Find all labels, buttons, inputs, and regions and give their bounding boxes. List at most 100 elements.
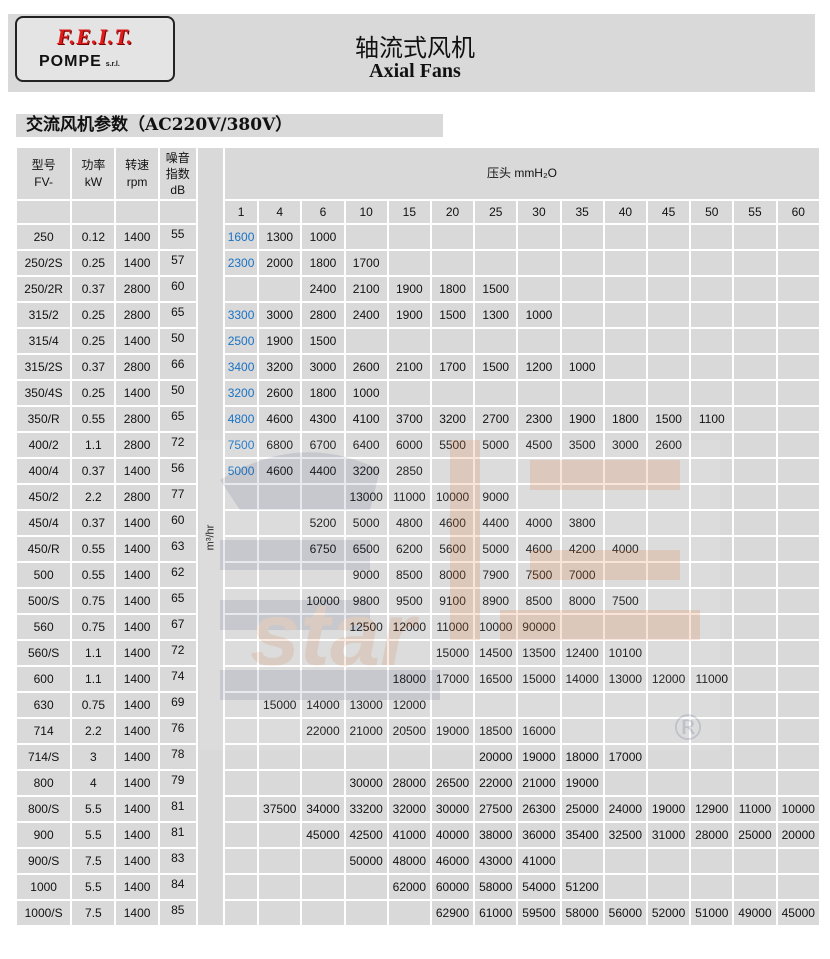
flow-cell xyxy=(300,483,346,511)
flow-cell: 4600 xyxy=(257,405,303,433)
flow-cell xyxy=(222,639,260,667)
flow-cell xyxy=(602,275,648,303)
flow-cell xyxy=(429,249,476,277)
flow-cell: 1700 xyxy=(343,249,389,277)
flow-cell: 7500 xyxy=(222,431,260,459)
flow-cell: 26500 xyxy=(429,769,476,797)
flow-cell: 2600 xyxy=(343,353,389,381)
flow-cell: 1000 xyxy=(516,301,562,329)
flow-cell xyxy=(473,249,519,277)
flow-cell: 8000 xyxy=(559,587,605,615)
table-row: 560 0.75 1400 67 12500 12000 11000 10000 90000 xyxy=(14,613,822,641)
speed-cell: 1400 xyxy=(114,821,160,849)
flow-cell: 8900 xyxy=(473,587,519,615)
flow-cell: 6000 xyxy=(386,431,432,459)
flow-cell xyxy=(257,587,303,615)
pressure-value: 60 xyxy=(775,199,822,225)
flow-cell xyxy=(257,873,303,901)
flow-cell: 22000 xyxy=(473,769,519,797)
noise-cell: 81 xyxy=(157,821,198,849)
speed-cell: 1400 xyxy=(114,899,160,927)
flow-cell: 5000 xyxy=(473,535,519,563)
flow-cell: 32000 xyxy=(386,795,432,823)
flow-cell: 21000 xyxy=(343,717,389,745)
flow-cell xyxy=(257,561,303,589)
pressure-value: 20 xyxy=(429,199,476,225)
table-row: 400/2 1.1 2800 72 7500 6800 6700 6400 6000 5500 50… xyxy=(14,431,822,459)
flow-cell: 2600 xyxy=(645,431,692,459)
flow-cell: 1200 xyxy=(516,353,562,381)
flow-cell xyxy=(257,743,303,771)
logo-text: F.E.I.T. xyxy=(56,24,134,49)
flow-cell: 37500 xyxy=(257,795,303,823)
header-pressure: 压头 mmH₂O xyxy=(222,146,822,201)
flow-cell xyxy=(645,769,692,797)
flow-cell: 3400 xyxy=(222,353,260,381)
flow-cell: 3500 xyxy=(559,431,605,459)
flow-cell: 34000 xyxy=(300,795,346,823)
power-cell: 0.25 xyxy=(70,327,117,355)
flow-cell: 12000 xyxy=(645,665,692,693)
flow-cell xyxy=(559,301,605,329)
power-cell: 1.1 xyxy=(70,639,117,667)
flow-cell xyxy=(300,639,346,667)
flow-cell: 1800 xyxy=(429,275,476,303)
table-row: 1000/S 7.5 1400 85 62900 61000 59500 58000 56000… xyxy=(14,899,822,927)
flow-cell: 58000 xyxy=(473,873,519,901)
fan-spec-table: 型号 FV- 功率 kW 转速 rpm 噪音 指数 dB m³/hr 压头 mm… xyxy=(14,146,822,927)
noise-cell: 77 xyxy=(157,483,198,511)
flow-cell xyxy=(645,223,692,251)
flow-cell: 1000 xyxy=(559,353,605,381)
flow-cell xyxy=(775,509,822,537)
flow-cell: 6200 xyxy=(386,535,432,563)
model-cell: 315/2 xyxy=(14,301,73,329)
flow-cell: 13000 xyxy=(343,691,389,719)
flow-cell: 1900 xyxy=(559,405,605,433)
flow-cell: 4400 xyxy=(300,457,346,485)
model-cell: 315/4 xyxy=(14,327,73,355)
pressure-value: 10 xyxy=(343,199,389,225)
flow-cell xyxy=(473,379,519,407)
model-cell: 500 xyxy=(14,561,73,589)
flow-cell: 4000 xyxy=(602,535,648,563)
model-cell: 714 xyxy=(14,717,73,745)
model-cell: 800 xyxy=(14,769,73,797)
flow-cell: 4300 xyxy=(300,405,346,433)
table-row: 1000 5.5 1400 84 62000 60000 58000 54000 51200 xyxy=(14,873,822,901)
table-row: 450/4 0.37 1400 60 5200 5000 4800 4600 4400 4000 3… xyxy=(14,509,822,537)
flow-cell xyxy=(516,275,562,303)
flow-cell xyxy=(775,353,822,381)
flow-cell: 5200 xyxy=(300,509,346,537)
flow-cell xyxy=(645,535,692,563)
flow-cell: 3200 xyxy=(429,405,476,433)
flow-cell: 3000 xyxy=(602,431,648,459)
table-row: 450/R 0.55 1400 63 6750 6500 6200 5600 5000 4600 4… xyxy=(14,535,822,563)
flow-cell: 9000 xyxy=(473,483,519,511)
model-cell: 350/R xyxy=(14,405,73,433)
flow-cell: 51200 xyxy=(559,873,605,901)
noise-cell: 84 xyxy=(157,873,198,901)
flow-cell: 7900 xyxy=(473,561,519,589)
speed-cell: 1400 xyxy=(114,223,160,251)
flow-cell: 1000 xyxy=(300,223,346,251)
flow-cell xyxy=(222,795,260,823)
noise-cell: 79 xyxy=(157,769,198,797)
flow-cell xyxy=(473,457,519,485)
table-row: 714 2.2 1400 76 22000 21000 20500 19000 18500 160… xyxy=(14,717,822,745)
flow-cell xyxy=(645,275,692,303)
pressure-value: 15 xyxy=(386,199,432,225)
flow-cell: 1900 xyxy=(386,301,432,329)
flow-cell: 54000 xyxy=(516,873,562,901)
flow-cell: 5500 xyxy=(429,431,476,459)
flow-cell xyxy=(257,275,303,303)
flow-cell: 4800 xyxy=(386,509,432,537)
power-cell: 5.5 xyxy=(70,795,117,823)
flow-cell: 2400 xyxy=(300,275,346,303)
flow-cell xyxy=(602,457,648,485)
flow-cell xyxy=(775,587,822,615)
flow-cell: 45000 xyxy=(300,821,346,849)
flow-cell xyxy=(516,223,562,251)
power-cell: 0.55 xyxy=(70,535,117,563)
flow-cell: 11000 xyxy=(689,665,735,693)
flow-cell xyxy=(300,899,346,927)
